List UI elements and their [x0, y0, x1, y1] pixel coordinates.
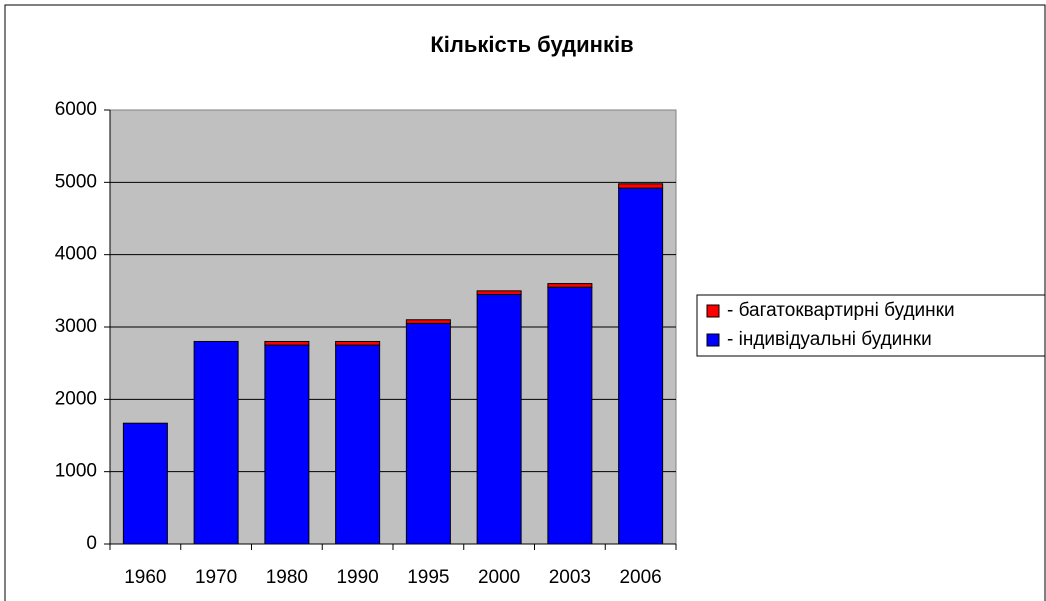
bar-segment: [122, 422, 168, 545]
y-tick-label: 1000: [55, 461, 97, 482]
legend-box: [696, 294, 1046, 357]
x-tick-label: 1990: [336, 567, 378, 588]
bar-segment: [264, 340, 310, 346]
x-tick-label: 1980: [266, 567, 308, 588]
y-tick-label: 0: [86, 533, 97, 554]
legend-label: - багатоквартирні будинки: [727, 300, 955, 321]
legend-label: - індивідуальні будинки: [727, 329, 932, 350]
chart-title: Кількість будинків: [430, 32, 633, 57]
bar-segment: [547, 286, 593, 545]
bar-segment: [618, 183, 664, 189]
bar-segment: [547, 283, 593, 288]
y-tick-label: 3000: [55, 316, 97, 337]
bar-segment: [476, 290, 522, 295]
y-tick-label: 5000: [55, 171, 97, 192]
x-tick-label: 2000: [478, 567, 520, 588]
bar-segment: [335, 340, 381, 346]
x-tick-label: 1995: [407, 567, 449, 588]
y-tick-label: 2000: [55, 388, 97, 409]
bar-segment: [264, 344, 310, 545]
bar-segment: [476, 293, 522, 545]
x-tick-label: 1970: [195, 567, 237, 588]
x-tick-label: 1960: [124, 567, 166, 588]
legend-swatch: [706, 304, 720, 318]
bar-segment: [618, 187, 664, 545]
y-tick-label: 4000: [55, 244, 97, 265]
bar-segment: [335, 344, 381, 545]
bar-segment: [405, 319, 451, 324]
bar-segment: [193, 340, 239, 545]
bar-segment: [405, 322, 451, 545]
x-tick-label: 2006: [619, 567, 661, 588]
x-tick-label: 2003: [549, 567, 591, 588]
y-tick-label: 6000: [55, 99, 97, 120]
legend-swatch: [706, 333, 720, 347]
